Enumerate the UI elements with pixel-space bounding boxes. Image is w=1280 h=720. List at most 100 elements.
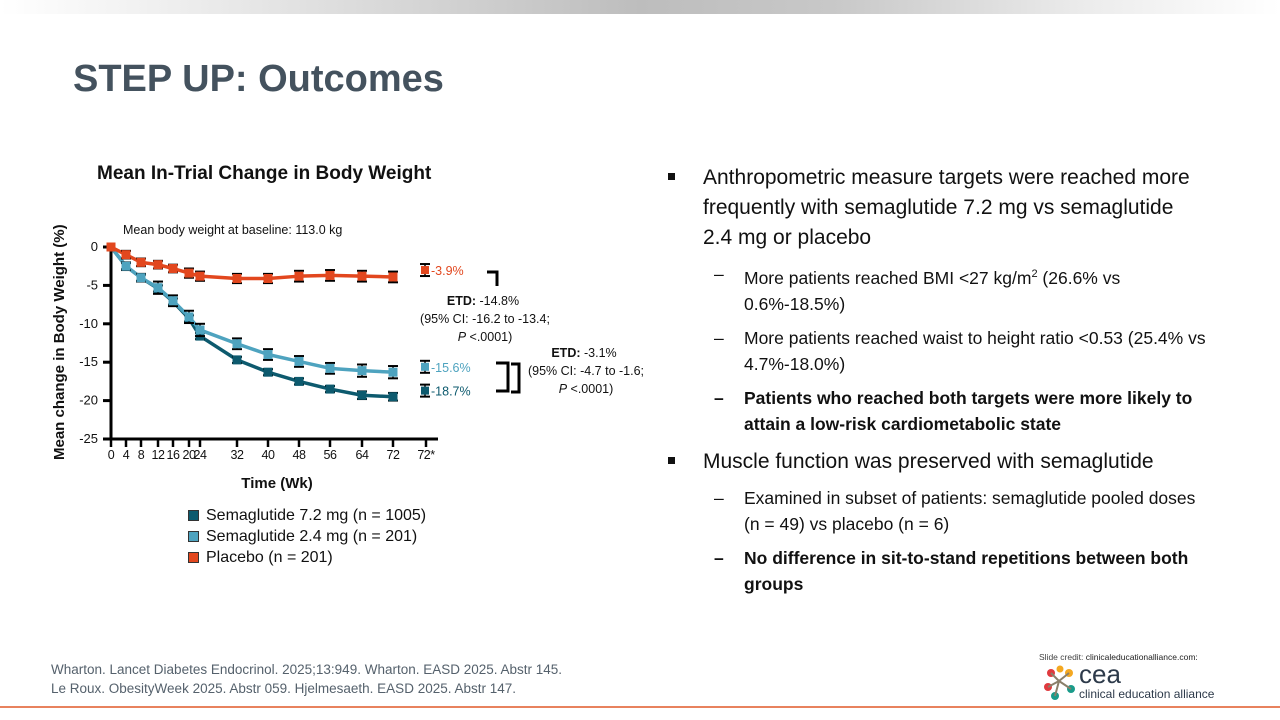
sub-bullet-text-cont: (26.6% vs 0.6%-18.5%)	[744, 267, 1121, 314]
data-point-sema24	[388, 367, 398, 377]
y-tick-label: -5	[86, 277, 98, 292]
cea-logo-icon	[1044, 665, 1075, 700]
legend-item-sema72: Semaglutide 7.2 mg (n = 1005)	[188, 505, 426, 526]
legend-swatch-sema72	[188, 510, 199, 521]
data-point-sema24	[325, 363, 335, 373]
data-point-sema24	[195, 325, 205, 335]
etd-annotation-1-line2: (95% CI: -16.2 to -13.4;	[420, 312, 550, 326]
y-tick-label: -15	[79, 354, 98, 369]
legend-swatch-placebo	[188, 552, 199, 563]
legend-label-sema72: Semaglutide 7.2 mg (n = 1005)	[206, 506, 427, 524]
sub-bullet-waist: – More patients reached waist to height …	[668, 325, 1208, 377]
etd-annotation-2-line3: P <.0001)	[559, 382, 614, 396]
credit-site-link[interactable]: clinicaleducationalliance.com:	[1085, 652, 1198, 662]
series-line-placebo	[110, 245, 394, 281]
logo-wordmark: cea	[1079, 659, 1121, 689]
square-bullet-icon	[668, 173, 675, 180]
x-tick-label: 32	[231, 448, 244, 462]
endpoint-marker-placebo	[421, 266, 429, 275]
x-tick-label: 8	[138, 448, 145, 462]
data-point-sema72	[232, 355, 242, 365]
square-bullet-icon	[668, 456, 675, 464]
data-point-sema24	[168, 296, 178, 306]
etd-annotation-2-line2: (95% CI: -4.7 to -1.6;	[528, 364, 644, 378]
legend-swatch-sema24	[188, 531, 199, 542]
data-point-placebo	[357, 271, 367, 281]
data-point-sema72	[294, 376, 304, 386]
etd-bracket-left	[496, 361, 510, 393]
y-tick-label: 0	[91, 239, 98, 254]
footer-divider	[0, 706, 1280, 708]
data-point-placebo	[263, 273, 273, 283]
data-point-placebo	[294, 271, 304, 281]
data-point-placebo	[388, 272, 398, 282]
sub-bullet-text: More patients reached BMI <27 kg/m	[744, 267, 1032, 288]
etd-annotation-2-line1: ETD: -3.1%	[551, 346, 616, 360]
data-point-placebo	[195, 271, 205, 281]
data-point-sema72	[357, 390, 367, 400]
legend-item-sema24: Semaglutide 2.4 mg (n = 201)	[188, 526, 426, 547]
y-tick-label: -10	[79, 316, 98, 331]
x-tick-label: 64	[356, 448, 369, 462]
x-tick-label: 20	[183, 448, 196, 462]
etd-bracket-right	[511, 362, 521, 394]
data-point-sema72	[388, 392, 398, 402]
bullet-muscle: Muscle function was preserved with semag…	[668, 447, 1208, 477]
bullet-anthropometric: Anthropometric measure targets were reac…	[668, 163, 1208, 253]
sub-bullet-text: Patients who reached both targets were m…	[744, 387, 1193, 434]
etd-annotation-1-line3: P <.0001)	[458, 330, 513, 344]
slide-title: STEP UP: Outcomes	[73, 58, 444, 100]
slide-credit: Slide credit: clinicaleducationalliance.…	[1039, 652, 1198, 662]
chart-legend: Semaglutide 7.2 mg (n = 1005) Semaglutid…	[188, 505, 426, 568]
x-tick-label: 48	[293, 448, 306, 462]
credit-prefix: Slide credit:	[1039, 652, 1086, 662]
sub-bullet-text: No difference in sit-to-stand repetition…	[744, 547, 1189, 594]
x-tick-label: 56	[324, 448, 337, 462]
dash-bullet-icon: –	[714, 547, 724, 568]
data-point-placebo	[184, 268, 194, 278]
x-tick-label: 4	[123, 448, 130, 462]
x-tick-label: 72	[387, 448, 400, 462]
y-tick-label: -20	[79, 393, 98, 408]
data-point-placebo	[136, 257, 146, 267]
x-axis-label: Time (Wk)	[241, 475, 312, 492]
sub-bullet-sit-to-stand: – No difference in sit-to-stand repetiti…	[668, 545, 1208, 597]
dash-bullet-icon: –	[714, 264, 724, 284]
reference-line-1: Wharton. Lancet Diabetes Endocrinol. 202…	[51, 662, 563, 677]
cea-logo: cea clinical education alliance	[1043, 659, 1233, 705]
etd-bracket-placebo	[487, 270, 499, 286]
data-point-sema24	[263, 350, 273, 360]
body-weight-chart: Mean body weight at baseline: 113.0 kg Me…	[51, 223, 644, 492]
data-point-placebo	[232, 273, 242, 283]
legend-label-placebo: Placebo (n = 201)	[206, 548, 333, 566]
legend-item-placebo: Placebo (n = 201)	[188, 547, 426, 568]
sub-bullet-text: More patients reached waist to height ra…	[744, 327, 1206, 374]
data-point-placebo	[168, 264, 178, 274]
data-point-placebo	[121, 250, 131, 260]
data-point-sema24	[184, 312, 194, 322]
logo-subtext: clinical education alliance	[1079, 687, 1215, 701]
y-axis-label: Mean change in Body Weight (%)	[51, 224, 68, 460]
bullet-list: Anthropometric measure targets were reac…	[668, 163, 1208, 605]
data-point-sema72	[263, 367, 273, 377]
sub-bullet-both-targets: – Patients who reached both targets were…	[668, 385, 1208, 437]
data-point-sema24	[153, 283, 163, 293]
x-tick-label: 40	[262, 448, 275, 462]
dash-bullet-icon: –	[714, 487, 724, 508]
x-tick-label: 0	[108, 448, 115, 462]
data-point-placebo	[325, 270, 335, 280]
data-point-sema24	[357, 366, 367, 376]
sub-bullet-subset: – Examined in subset of patients: semagl…	[668, 485, 1208, 537]
superscript: 2	[1031, 268, 1038, 280]
dash-bullet-icon: –	[714, 327, 724, 348]
data-point-placebo	[106, 242, 116, 252]
x-tick-label: 72*	[417, 448, 435, 462]
data-point-sema24	[121, 261, 131, 271]
endpoint-marker-sema72	[421, 386, 429, 395]
bullet-text: Muscle function was preserved with semag…	[703, 449, 1154, 473]
references: Wharton. Lancet Diabetes Endocrinol. 202…	[51, 660, 562, 698]
x-tick-label: 12	[152, 448, 165, 462]
chart-subtitle: Mean body weight at baseline: 113.0 kg	[123, 223, 342, 237]
y-tick-label: -25	[79, 431, 98, 446]
endpoint-label-placebo: -3.9%	[431, 264, 464, 278]
